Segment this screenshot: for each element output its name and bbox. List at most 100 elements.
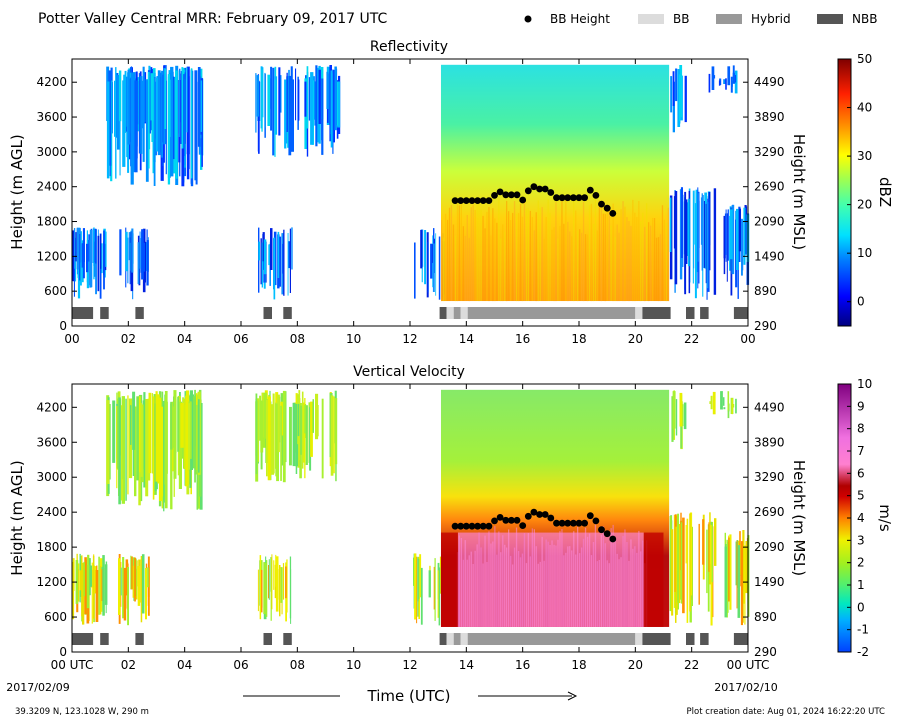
echo-streak: [710, 524, 713, 626]
x-tick-label: 10: [346, 332, 361, 346]
echo-streak: [119, 79, 121, 176]
echo-streak: [188, 401, 192, 459]
echo-streak: [142, 66, 145, 162]
echo-streak: [685, 199, 688, 264]
y-tick-label-right: 1490: [754, 249, 785, 263]
echo-streak: [730, 76, 733, 93]
legend-hybrid-label: Hybrid: [751, 12, 791, 26]
echo-streak: [267, 396, 271, 481]
echo-column: [571, 236, 573, 301]
header-legend: BB Height BB Hybrid NBB: [524, 12, 877, 26]
echo-streak: [679, 65, 683, 118]
echo-column: [624, 206, 626, 302]
echo-streak: [177, 396, 180, 452]
echo-column: [555, 202, 557, 302]
y-tick-label: 3600: [36, 110, 67, 124]
y-tick-label-right: 4490: [754, 400, 785, 414]
echo-streak: [418, 559, 420, 599]
bb-type-segment: [439, 633, 447, 645]
echo-streak: [428, 570, 431, 598]
echo-column: [588, 205, 591, 301]
echo-streak: [709, 401, 711, 404]
legend-hybrid-swatch: [716, 14, 742, 24]
echo-column: [648, 222, 650, 302]
echo-column: [549, 212, 551, 301]
x-tick-label: 22: [684, 332, 699, 346]
echo-streak: [677, 513, 679, 603]
echo-column: [506, 200, 508, 302]
bb-height-point: [553, 194, 560, 202]
echo-streak: [125, 398, 127, 501]
echo-streak: [131, 228, 134, 273]
echo-column: [452, 224, 455, 301]
echo-streak: [732, 204, 735, 275]
echo-streak: [671, 396, 674, 442]
echo-streak: [276, 394, 280, 453]
echo-streak: [256, 75, 260, 117]
bb-height-point: [457, 197, 465, 205]
bb-type-segment: [642, 633, 671, 645]
echo-streak: [731, 398, 733, 415]
echo-column: [590, 203, 593, 302]
echo-streak: [679, 392, 683, 427]
bb-height-point: [553, 519, 560, 527]
echo-streak: [72, 230, 74, 282]
echo-column: [458, 205, 460, 301]
bb-type-segment: [100, 307, 109, 319]
echo-streak: [704, 192, 707, 269]
echo-streak: [693, 190, 695, 245]
echo-streak: [165, 80, 167, 175]
echo-streak: [295, 68, 297, 121]
echo-streak: [101, 243, 103, 274]
echo-streak: [147, 72, 150, 169]
echo-streak: [106, 400, 110, 484]
echo-column: [642, 212, 644, 301]
colorbar-tick-label: 10: [857, 246, 872, 260]
echo-streak: [292, 402, 296, 467]
echo-streak: [143, 396, 145, 470]
bb-type-segment: [100, 633, 109, 645]
bb-type-segment: [686, 633, 695, 645]
legend-bb-height-label: BB Height: [550, 12, 610, 26]
echo-streak: [686, 518, 689, 623]
echo-streak: [141, 229, 144, 280]
echo-streak: [130, 405, 132, 445]
echo-column: [561, 200, 563, 301]
y-tick-label: 4200: [36, 75, 67, 89]
echo-streak: [270, 557, 272, 621]
bb-type-segment: [733, 307, 748, 319]
echo-streak: [282, 563, 285, 600]
echo-streak: [419, 554, 422, 598]
echo-column: [614, 236, 616, 302]
echo-streak: [744, 545, 746, 625]
colorbar-tick-label: 40: [857, 101, 872, 115]
echo-streak: [155, 391, 158, 482]
echo-streak: [687, 202, 689, 256]
echo-streak: [263, 239, 267, 275]
echo-column: [626, 217, 628, 301]
bb-type-segment: [460, 633, 468, 645]
bb-height-point: [457, 522, 465, 530]
echo-streak: [433, 566, 435, 610]
echo-streak: [685, 525, 687, 564]
reflectivity-bb-height-series: [451, 183, 617, 217]
y-tick-label: 1200: [36, 575, 67, 589]
echo-column: [541, 207, 543, 301]
echo-streak: [710, 528, 712, 565]
echo-streak: [77, 563, 80, 602]
echo-streak: [89, 234, 92, 283]
bb-type-segment: [283, 633, 292, 645]
echo-streak: [145, 80, 149, 182]
echo-streak: [261, 242, 263, 288]
echo-column: [582, 201, 585, 302]
echo-column: [527, 208, 529, 301]
echo-streak: [93, 229, 95, 266]
echo-streak: [706, 529, 708, 594]
echo-column: [480, 210, 482, 301]
bb-height-point: [603, 530, 611, 538]
echo-streak: [123, 567, 127, 621]
bb-type-segment: [453, 307, 461, 319]
echo-streak: [147, 556, 150, 616]
echo-streak: [144, 79, 147, 123]
echo-column: [486, 211, 488, 301]
